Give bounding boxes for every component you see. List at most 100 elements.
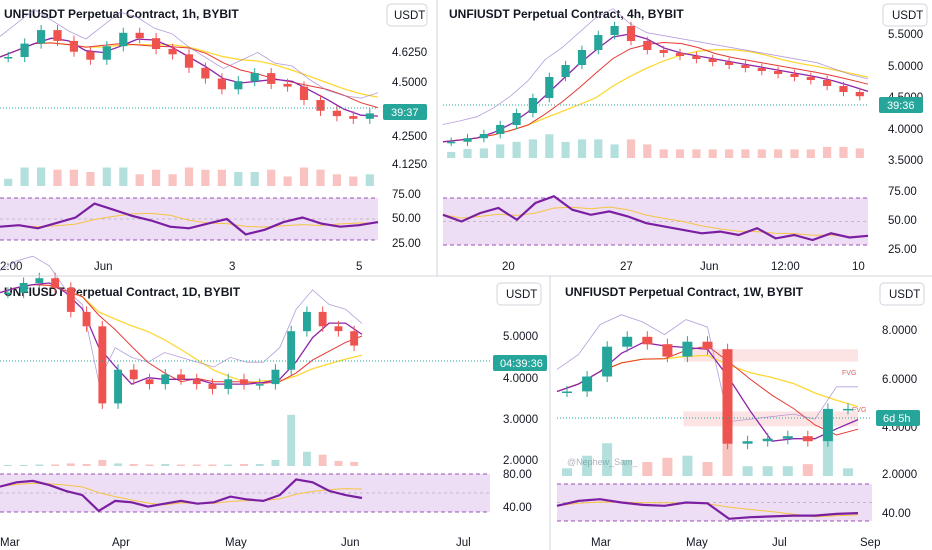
- volume-bar: [741, 149, 750, 158]
- fvg-label: FVG: [852, 407, 866, 414]
- candle-body: [316, 100, 325, 111]
- candle-body: [19, 283, 28, 293]
- candle-body: [774, 71, 783, 74]
- volume-bar: [152, 169, 161, 186]
- panel-1w-price-tick: 2.0000: [882, 469, 917, 481]
- panel-1d-time-tick: May: [225, 537, 247, 549]
- volume-bar: [561, 141, 570, 158]
- candle-body: [299, 86, 309, 100]
- volume-bar: [86, 172, 95, 186]
- panel-1h-unit-button[interactable]: [386, 3, 428, 27]
- panel-4h-price-tick: 3.5000: [888, 155, 923, 167]
- volume-bar: [250, 172, 259, 186]
- volume-bar: [98, 459, 107, 466]
- candle-body: [562, 391, 572, 393]
- candle-body: [741, 65, 750, 68]
- candle-body: [184, 54, 194, 68]
- panel-1d-price-tick: 5.0000: [503, 331, 538, 343]
- volume-bar: [643, 144, 652, 158]
- volume-bar: [562, 468, 572, 476]
- candle-body: [692, 56, 701, 59]
- panel-4h-unit-button[interactable]: [882, 3, 928, 27]
- candle-body: [702, 341, 713, 350]
- candle-body: [240, 379, 248, 385]
- volume-bar: [528, 139, 537, 158]
- candle-body: [725, 62, 734, 65]
- candle-body: [119, 32, 128, 47]
- candle-body: [610, 26, 619, 35]
- volume-bar: [659, 149, 668, 158]
- candle-body: [102, 46, 111, 60]
- panel-4h-time-tick: 27: [620, 261, 633, 273]
- candle-body: [255, 384, 264, 386]
- panel-1w-time-tick: May: [686, 537, 708, 549]
- panel-4h-rsi-tick: 25.00: [888, 244, 917, 256]
- volume-bar: [349, 176, 358, 186]
- candle-body: [757, 68, 766, 71]
- candle-body: [66, 287, 75, 312]
- candle-body: [192, 379, 201, 385]
- volume-bar: [839, 146, 848, 158]
- volume-bar: [255, 464, 264, 466]
- panel-1d-time-tick: Apr: [112, 537, 130, 549]
- volume-bar: [626, 139, 636, 158]
- panel-1d-price-tick: 2.0000: [503, 455, 538, 467]
- volume-bar: [692, 149, 701, 158]
- panel-1w-price-tick: 8.0000: [882, 325, 917, 337]
- panel-1w-title: UNFIUSDT Perpetual Contract, 1W, BYBIT: [565, 285, 804, 299]
- volume-bar: [577, 139, 587, 158]
- candle-body: [35, 278, 44, 283]
- ema-fast-line: [442, 33, 869, 143]
- volume-bar: [512, 141, 521, 158]
- candle-body: [20, 43, 29, 57]
- panel-1w-unit-label: USDT: [889, 289, 920, 301]
- volume-bar: [806, 149, 815, 158]
- candle-body: [822, 408, 833, 442]
- band-line: [556, 314, 858, 423]
- panel-1h-unit-label: USDT: [394, 10, 425, 22]
- volume-bar: [69, 169, 78, 186]
- volume-bar: [316, 169, 325, 186]
- panel-1h-time-tick: 3: [229, 261, 235, 273]
- volume-bar: [82, 464, 91, 466]
- candle-body: [4, 57, 13, 59]
- panel-4h-price-tick: 4.0000: [888, 124, 923, 136]
- candle-body: [161, 374, 170, 385]
- candle-body: [762, 438, 773, 442]
- panel-1h-price-tick: 4.6250: [392, 47, 427, 59]
- panel-1h-price-tick: 4.5000: [392, 77, 427, 89]
- panel-1d-time-tick: Jul: [456, 537, 471, 549]
- volume-bar: [161, 464, 170, 466]
- panel-4h-price-tick: 5.0000: [888, 61, 923, 73]
- candle-body: [463, 138, 472, 142]
- panel-1d-rsi-tick: 40.00: [503, 502, 532, 514]
- candle-body: [365, 113, 374, 119]
- volume-bar: [208, 464, 217, 466]
- volume-bar: [102, 167, 111, 186]
- candle-body: [561, 65, 570, 77]
- panel-1w-rsi-tick: 40.00: [882, 508, 911, 520]
- panel-1d-unit-button[interactable]: [496, 282, 542, 306]
- volume-bar: [303, 451, 311, 466]
- volume-bar: [19, 465, 28, 466]
- volume-bar: [463, 148, 472, 158]
- volume-bar: [267, 169, 276, 186]
- panel-1h-price-tick: 4.1250: [392, 159, 427, 171]
- candle-body: [98, 326, 107, 404]
- panel-1w-price-tag-text: 6d 5h: [883, 413, 911, 425]
- candle-body: [577, 50, 587, 65]
- candle-body: [217, 78, 226, 90]
- volume-bar: [545, 134, 554, 158]
- candle-body: [447, 141, 456, 144]
- panel-4h-title: UNFIUSDT Perpetual Contract, 4h, BYBIT: [449, 7, 684, 21]
- panel-1w-unit-button[interactable]: [879, 282, 925, 306]
- volume-bar: [51, 464, 60, 466]
- volume-bar: [602, 443, 613, 476]
- panel-4h-time-tick: 10: [852, 261, 865, 273]
- candle-body: [722, 349, 733, 444]
- panel-1h-time-tick: Jun: [94, 261, 113, 273]
- volume-bar: [725, 149, 734, 158]
- candle-body: [662, 344, 673, 357]
- candle-body: [145, 379, 154, 385]
